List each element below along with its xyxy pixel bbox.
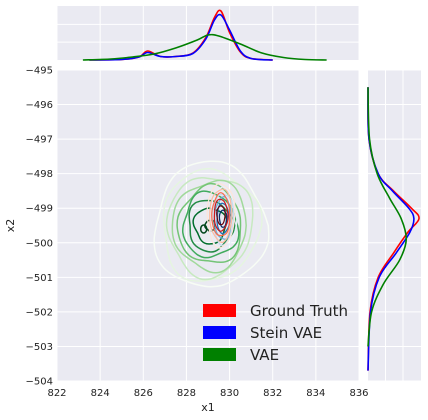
ground-truth-contour <box>216 205 226 226</box>
joint-panel: 822 824 826 828 830 832 834 836 −495−496−497−49… <box>4 66 369 415</box>
right-marginal-curves <box>367 87 420 371</box>
x-tick-labels: 822 824 826 828 830 832 834 836 <box>47 388 368 399</box>
y-tick-label: −499 <box>26 204 53 215</box>
y-tick-label: −496 <box>26 100 53 111</box>
y-tick-label: −503 <box>26 342 53 353</box>
y-tick-label: −500 <box>26 238 53 249</box>
x-tick-label: 836 <box>349 388 368 399</box>
contour-layer <box>153 160 270 288</box>
legend-swatch <box>203 326 236 339</box>
x-tick-label: 826 <box>134 388 153 399</box>
legend-label: Ground Truth <box>250 302 348 320</box>
x-tick-label: 824 <box>91 388 110 399</box>
x-tick-label: 828 <box>177 388 196 399</box>
top-marginal-vae <box>82 33 327 61</box>
ground-truth-contour <box>206 183 236 249</box>
top-marginal-curves <box>82 9 327 61</box>
vae-contour <box>199 224 208 234</box>
vae-contour <box>171 179 247 274</box>
top-marginal-gridlines <box>56 6 360 60</box>
stein-vae-contour <box>210 186 238 250</box>
right-marginal-panel <box>367 69 421 382</box>
legend-swatch <box>203 304 236 317</box>
y-tick-label: −497 <box>26 135 53 146</box>
x-tick-label: 830 <box>220 388 239 399</box>
y-tick-label: −498 <box>26 169 53 180</box>
joint-gridlines <box>56 69 360 382</box>
legend: Ground Truth Stein VAE VAE <box>203 302 348 364</box>
x-tick-label: 834 <box>306 388 325 399</box>
vae-contour <box>162 167 263 282</box>
x-tick-label: 822 <box>47 388 66 399</box>
ground-truth-contour <box>209 188 233 243</box>
top-marginal-panel <box>56 6 360 61</box>
ground-truth-contour <box>213 198 229 232</box>
legend-swatch <box>203 348 236 361</box>
y-tick-label: −504 <box>26 377 53 388</box>
y-tick-labels: −495 −496 −497 −498 −499 −500 −501 −502 −503 −504 <box>26 66 53 388</box>
vae-contour <box>176 182 242 263</box>
vae-contour <box>153 160 270 288</box>
stein-vae-contour <box>211 193 235 247</box>
y-tick-label: −495 <box>26 66 53 77</box>
vae-contour <box>165 177 254 281</box>
y-axis-label: x2 <box>4 219 17 233</box>
legend-label: Stein VAE <box>250 324 322 342</box>
vae-contour <box>181 190 240 259</box>
legend-label: VAE <box>250 346 279 364</box>
x-tick-label: 832 <box>263 388 282 399</box>
y-tick-label: −502 <box>26 307 53 318</box>
right-marginal-vae <box>367 87 408 347</box>
x-axis-label: x1 <box>201 401 215 414</box>
y-tick-label: −501 <box>26 273 53 284</box>
ground-truth-contour <box>211 192 231 237</box>
